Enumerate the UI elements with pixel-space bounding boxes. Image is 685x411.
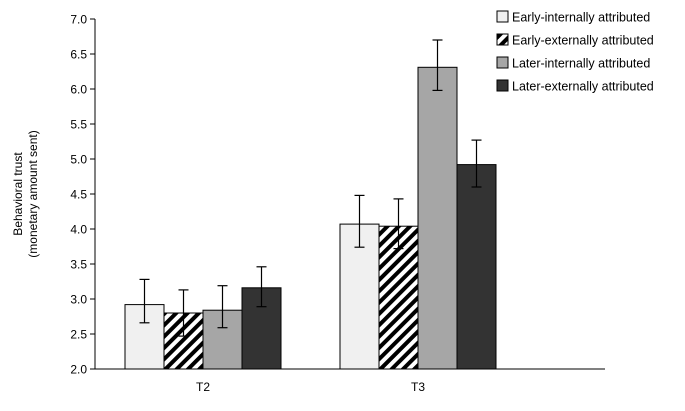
- legend: Early-internally attributed Early-externa…: [496, 10, 654, 94]
- y-tick-label: 7.0: [70, 13, 87, 27]
- y-axis-ticks: 2.0 2.5 3.0 3.5 4.0 4.5 5.0 5.5 6.0 6.5 7.0: [70, 13, 95, 377]
- y-tick-label: 2.5: [70, 328, 87, 342]
- bar: [456, 164, 497, 370]
- bar: [417, 66, 458, 370]
- y-tick-label: 6.5: [70, 48, 87, 62]
- x-tick-label: T3: [411, 380, 425, 394]
- y-tick-label: 4.0: [70, 223, 87, 237]
- legend-swatch: [496, 79, 509, 92]
- bar: [339, 223, 380, 370]
- y-tick-label: 5.0: [70, 153, 87, 167]
- legend-swatch: [496, 10, 509, 23]
- y-tick-label: 3.0: [70, 293, 87, 307]
- error-bars: [139, 39, 482, 337]
- legend-label: Later-externally attributed: [512, 80, 654, 94]
- legend-swatch: [496, 56, 509, 69]
- bar-series: [124, 66, 497, 370]
- bar: [378, 225, 419, 370]
- legend-label: Early-externally attributed: [512, 34, 654, 48]
- y-axis-label-line-1: Behavioral trust: [11, 152, 25, 236]
- x-tick-label: T2: [196, 380, 210, 394]
- y-tick-label: 2.0: [70, 363, 87, 377]
- x-axis-ticks: T2 T3: [196, 380, 425, 394]
- y-tick-label: 4.5: [70, 188, 87, 202]
- y-tick-label: 5.5: [70, 118, 87, 132]
- y-tick-label: 6.0: [70, 83, 87, 97]
- legend-swatch: [496, 33, 509, 46]
- y-axis-label: Behavioral trust (monetary amount sent): [11, 130, 40, 257]
- y-axis-label-line-2: (monetary amount sent): [26, 130, 40, 257]
- legend-label: Early-internally attributed: [512, 11, 650, 25]
- y-tick-label: 3.5: [70, 258, 87, 272]
- legend-label: Later-internally attributed: [512, 57, 650, 71]
